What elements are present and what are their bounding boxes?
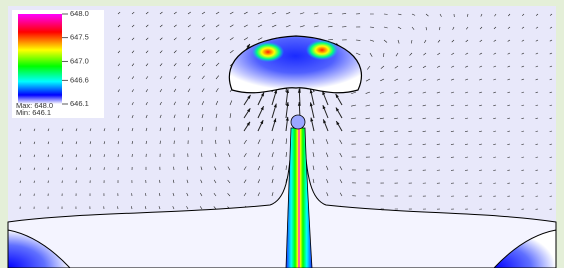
colorbar-label: 646.6 bbox=[70, 75, 89, 84]
cap-hotspot bbox=[252, 42, 284, 62]
colorbar-label: 648.0 bbox=[70, 9, 89, 18]
min-label: Min: 646.1 bbox=[16, 108, 51, 117]
colorbar-label: 647.0 bbox=[70, 56, 89, 65]
page: 648.0647.5647.0646.6646.1 Max: 648.0 Min… bbox=[0, 0, 564, 268]
colorbar-label: 646.1 bbox=[70, 99, 89, 108]
stem-head bbox=[291, 115, 305, 129]
colorbar-label: 647.5 bbox=[70, 33, 89, 42]
visualization: 648.0647.5647.0646.6646.1 Max: 648.0 Min… bbox=[0, 0, 564, 268]
colorbar bbox=[18, 14, 62, 104]
cap-hotspot bbox=[306, 40, 338, 60]
